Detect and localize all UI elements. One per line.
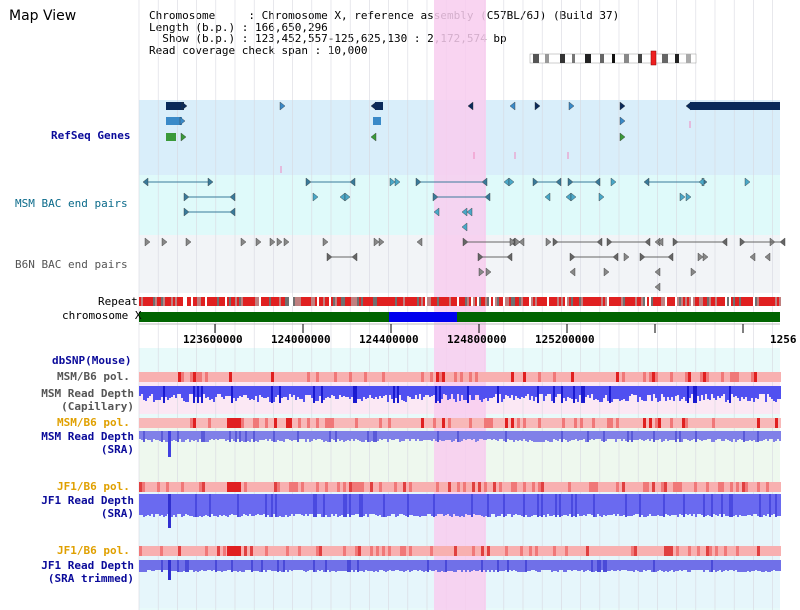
track-label-jf1-b6-pol-1: JF1/B6 pol. [57, 480, 130, 493]
track-label-jf1-b6-pol-2: JF1/B6 pol. [57, 544, 130, 557]
msm-bac-track[interactable] [142, 177, 751, 232]
track-label-jf1-depth-trimmed-2: (SRA trimmed) [47, 572, 134, 585]
track-label-msm-bac[interactable]: MSM BAC end pairs [15, 197, 128, 210]
axis-tick-label: 125200000 [535, 333, 595, 346]
track-label-msm-depth-capillary-2: (Capillary) [61, 400, 134, 413]
axis-tick-label: 124800000 [447, 333, 507, 346]
track-label-msm-depth-sra-1: MSM Read Depth [41, 430, 134, 443]
repeat-track[interactable] [139, 297, 781, 306]
position-axis: 123600000 124000000 124400000 124800000 1252… [139, 323, 797, 346]
axis-tick-label: 1256 [770, 333, 797, 346]
read-depth-tracks [139, 386, 781, 580]
track-label-chromosome: chromosome X [62, 309, 142, 322]
track-label-msm-b6-pol-2: MSM/B6 pol. [57, 416, 130, 429]
track-label-msm-depth-capillary-1: MSM Read Depth [41, 387, 134, 400]
axis-tick-label: 124000000 [271, 333, 331, 346]
axis-tick-label: 124400000 [359, 333, 419, 346]
ideogram-position-marker [650, 50, 657, 66]
track-label-dbsnp[interactable]: dbSNP(Mouse) [52, 354, 132, 367]
track-label-repeat: Repeat [98, 295, 138, 308]
track-label-msm-b6-pol-1: MSM/B6 pol. [57, 370, 130, 383]
track-label-refseq-genes[interactable]: RefSeq Genes [51, 129, 131, 142]
axis-tick-label: 123600000 [183, 333, 243, 346]
page-title: Map View [9, 8, 77, 24]
refseq-genes-track[interactable] [166, 101, 780, 173]
track-label-b6n-bac[interactable]: B6N BAC end pairs [15, 258, 128, 271]
info-line-coverage-span: Read coverage check span : 10,000 [149, 43, 368, 57]
track-label-jf1-depth-sra-1: JF1 Read Depth [41, 494, 134, 507]
chromosome-ideogram[interactable] [529, 50, 697, 66]
b6n-bac-track[interactable] [144, 237, 786, 292]
track-label-jf1-depth-sra-2: (SRA) [100, 507, 134, 520]
polymorphism-tracks [139, 372, 781, 556]
track-label-jf1-depth-trimmed-1: JF1 Read Depth [41, 559, 134, 572]
chromosome-bar[interactable] [139, 312, 780, 322]
chromosome-info: Chromosome : Chromosome X, reference ass… [149, 10, 619, 56]
info-line-length: Length (b.p.) : 166,650,296 [149, 20, 328, 34]
chromosome-bar-selection[interactable] [389, 312, 457, 322]
track-label-msm-depth-sra-2: (SRA) [100, 443, 134, 456]
